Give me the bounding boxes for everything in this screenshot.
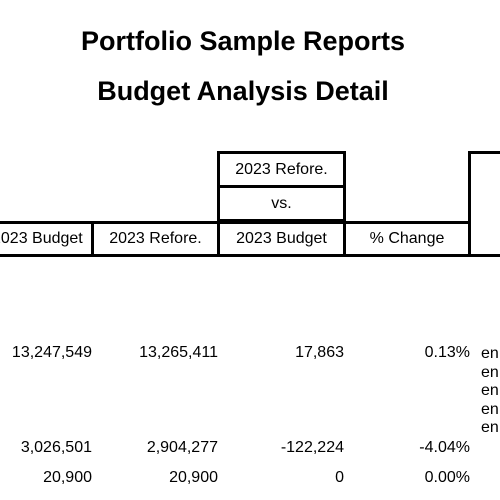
cell-note: en xyxy=(481,419,499,436)
header-next-column-frame xyxy=(468,151,500,257)
cell-reforecast: 20,900 xyxy=(169,469,218,486)
cell-reforecast: 2,904,277 xyxy=(146,439,218,456)
cell-variance: 17,863 xyxy=(295,344,344,361)
cell-variance: 0 xyxy=(335,469,344,486)
cell-budget: 13,247,549 xyxy=(11,344,92,361)
report-title: Portfolio Sample Reports xyxy=(80,26,406,56)
header-percent-change: % Change xyxy=(343,221,471,257)
header-reforecast-top: 2023 Refore. xyxy=(217,151,346,188)
cell-percent-change: 0.13% xyxy=(424,344,470,361)
cell-percent-change: 0.00% xyxy=(424,469,470,486)
cell-budget: 3,026,501 xyxy=(20,439,92,456)
cell-percent-change: -4.04% xyxy=(419,439,470,456)
header-vs-label: vs. xyxy=(217,185,346,222)
cell-note: en xyxy=(481,382,499,399)
cell-note: en xyxy=(481,401,499,418)
header-variance-budget: 2023 Budget xyxy=(217,221,346,257)
cell-reforecast: 13,265,411 xyxy=(139,344,218,361)
header-2023-reforecast: 2023 Refore. xyxy=(91,221,220,257)
cell-note: en xyxy=(481,364,499,381)
cell-budget: 20,900 xyxy=(43,469,92,486)
cell-variance: -122,224 xyxy=(280,439,344,456)
header-2023-budget: 2023 Budget xyxy=(0,221,94,257)
report-subtitle: Budget Analysis Detail xyxy=(97,76,389,106)
cell-note: en xyxy=(481,345,499,362)
